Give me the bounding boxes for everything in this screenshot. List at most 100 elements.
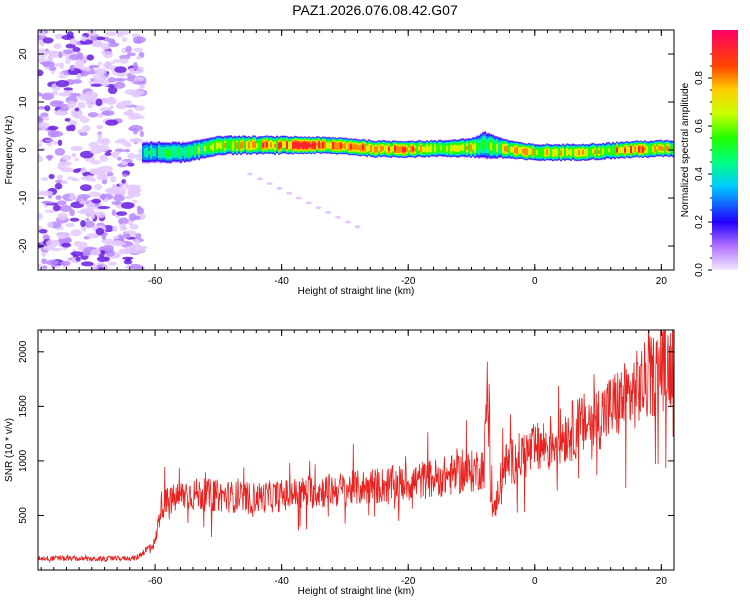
noise-blob xyxy=(113,81,126,89)
signal-strip xyxy=(514,147,516,153)
faint-feature-blob xyxy=(335,215,342,219)
signal-strip xyxy=(488,142,490,149)
spec-x-tick-label: -40 xyxy=(274,276,289,287)
noise-blob xyxy=(108,42,120,48)
signal-strip xyxy=(586,148,588,157)
signal-strip xyxy=(568,149,570,155)
signal-strip xyxy=(152,148,154,157)
signal-strip xyxy=(658,146,660,151)
faint-feature-blob xyxy=(256,177,263,181)
signal-strip xyxy=(254,140,256,149)
snr-plot-area xyxy=(38,330,674,564)
noise-blob xyxy=(77,101,86,109)
signal-strip xyxy=(528,147,530,156)
noise-blob xyxy=(52,141,58,145)
noise-blob xyxy=(135,233,142,239)
signal-strip xyxy=(498,141,500,154)
colorbar-label: Normalized spectral amplitude xyxy=(680,82,691,217)
noise-blob xyxy=(39,190,54,196)
colorbar-bar xyxy=(712,30,738,270)
signal-strip xyxy=(494,143,496,151)
signal-strip xyxy=(294,141,296,148)
noise-blob xyxy=(38,228,48,234)
signal-strip xyxy=(546,148,548,155)
noise-blob xyxy=(69,192,75,199)
snr-x-tick-label: 20 xyxy=(656,576,668,587)
signal-strip xyxy=(166,149,168,157)
noise-blob xyxy=(47,129,59,138)
noise-blob xyxy=(118,217,129,225)
noise-blob xyxy=(74,60,85,68)
noise-blob xyxy=(40,177,49,181)
signal-strip xyxy=(202,142,204,155)
signal-strip xyxy=(538,148,540,158)
noise-blob xyxy=(74,157,80,162)
signal-strip xyxy=(186,146,188,158)
signal-strip xyxy=(660,145,662,151)
noise-blob xyxy=(86,232,100,239)
noise-blob xyxy=(69,38,78,45)
noise-blob xyxy=(121,179,127,184)
noise-blob xyxy=(47,221,54,228)
noise-blob xyxy=(41,200,54,205)
noise-blob xyxy=(96,36,106,41)
signal-strip xyxy=(428,146,430,153)
signal-strip xyxy=(462,143,464,152)
noise-blob xyxy=(38,92,43,97)
colorbar-tick-label: 0.4 xyxy=(694,167,705,181)
noise-blob xyxy=(88,141,99,149)
signal-strip xyxy=(444,144,446,153)
signal-strip xyxy=(364,143,366,152)
signal-strip xyxy=(414,147,416,152)
signal-strip xyxy=(388,147,390,151)
signal-strip xyxy=(144,148,146,157)
noise-blob xyxy=(42,116,50,121)
signal-strip xyxy=(188,147,190,157)
signal-strip xyxy=(306,142,308,150)
signal-strip xyxy=(252,141,254,148)
signal-strip xyxy=(210,145,212,150)
signal-strip xyxy=(314,142,316,149)
noise-blob xyxy=(38,57,47,63)
signal-strip xyxy=(218,142,220,148)
noise-blob xyxy=(116,33,124,38)
noise-blob xyxy=(108,261,117,266)
noise-blob xyxy=(135,56,143,60)
signal-strip xyxy=(630,146,632,154)
snr-axes-frame xyxy=(37,329,675,571)
noise-blob xyxy=(125,45,132,53)
signal-strip xyxy=(154,148,156,157)
noise-blob xyxy=(86,202,96,211)
noise-blob xyxy=(68,120,78,127)
signal-strip xyxy=(430,144,432,153)
signal-strip xyxy=(474,142,476,153)
noise-blob xyxy=(125,257,131,262)
noise-blob xyxy=(42,61,56,68)
signal-strip xyxy=(390,146,392,153)
signal-strip xyxy=(156,145,158,159)
noise-blob xyxy=(116,211,128,216)
noise-blob xyxy=(105,119,119,126)
noise-blob xyxy=(129,124,143,132)
noise-blob xyxy=(66,100,77,109)
signal-strip xyxy=(452,145,454,151)
signal-strip xyxy=(248,141,250,149)
signal-strip xyxy=(168,149,170,157)
noise-blob xyxy=(129,138,143,143)
signal-strip xyxy=(516,146,518,155)
signal-strip xyxy=(366,145,368,152)
signal-strip xyxy=(198,146,200,154)
noise-blob xyxy=(84,220,95,228)
signal-strip xyxy=(380,145,382,153)
signal-strip xyxy=(386,144,388,154)
signal-strip xyxy=(464,144,466,152)
noise-blob xyxy=(94,68,108,75)
signal-strip xyxy=(588,149,590,156)
signal-strip xyxy=(556,148,558,157)
snr-y-axis-label: SNR (10 * v/v) xyxy=(4,418,15,482)
noise-blob xyxy=(103,50,113,59)
signal-strip xyxy=(334,141,336,150)
noise-blob xyxy=(116,138,127,143)
signal-strip xyxy=(192,145,194,156)
noise-blob xyxy=(102,62,112,69)
